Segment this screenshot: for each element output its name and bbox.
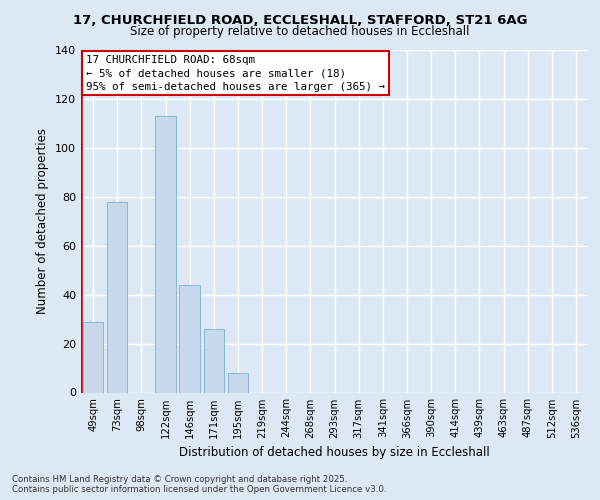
Bar <box>227 373 248 392</box>
Y-axis label: Number of detached properties: Number of detached properties <box>37 128 49 314</box>
Text: 17 CHURCHFIELD ROAD: 68sqm
← 5% of detached houses are smaller (18)
95% of semi-: 17 CHURCHFIELD ROAD: 68sqm ← 5% of detac… <box>86 55 385 92</box>
Bar <box>179 285 200 393</box>
X-axis label: Distribution of detached houses by size in Eccleshall: Distribution of detached houses by size … <box>179 446 490 459</box>
Text: Contains HM Land Registry data © Crown copyright and database right 2025.
Contai: Contains HM Land Registry data © Crown c… <box>12 474 386 494</box>
Bar <box>203 329 224 392</box>
Text: 17, CHURCHFIELD ROAD, ECCLESHALL, STAFFORD, ST21 6AG: 17, CHURCHFIELD ROAD, ECCLESHALL, STAFFO… <box>73 14 527 27</box>
Bar <box>155 116 176 392</box>
Bar <box>83 322 103 392</box>
Text: Size of property relative to detached houses in Eccleshall: Size of property relative to detached ho… <box>130 25 470 38</box>
Bar <box>107 202 127 392</box>
